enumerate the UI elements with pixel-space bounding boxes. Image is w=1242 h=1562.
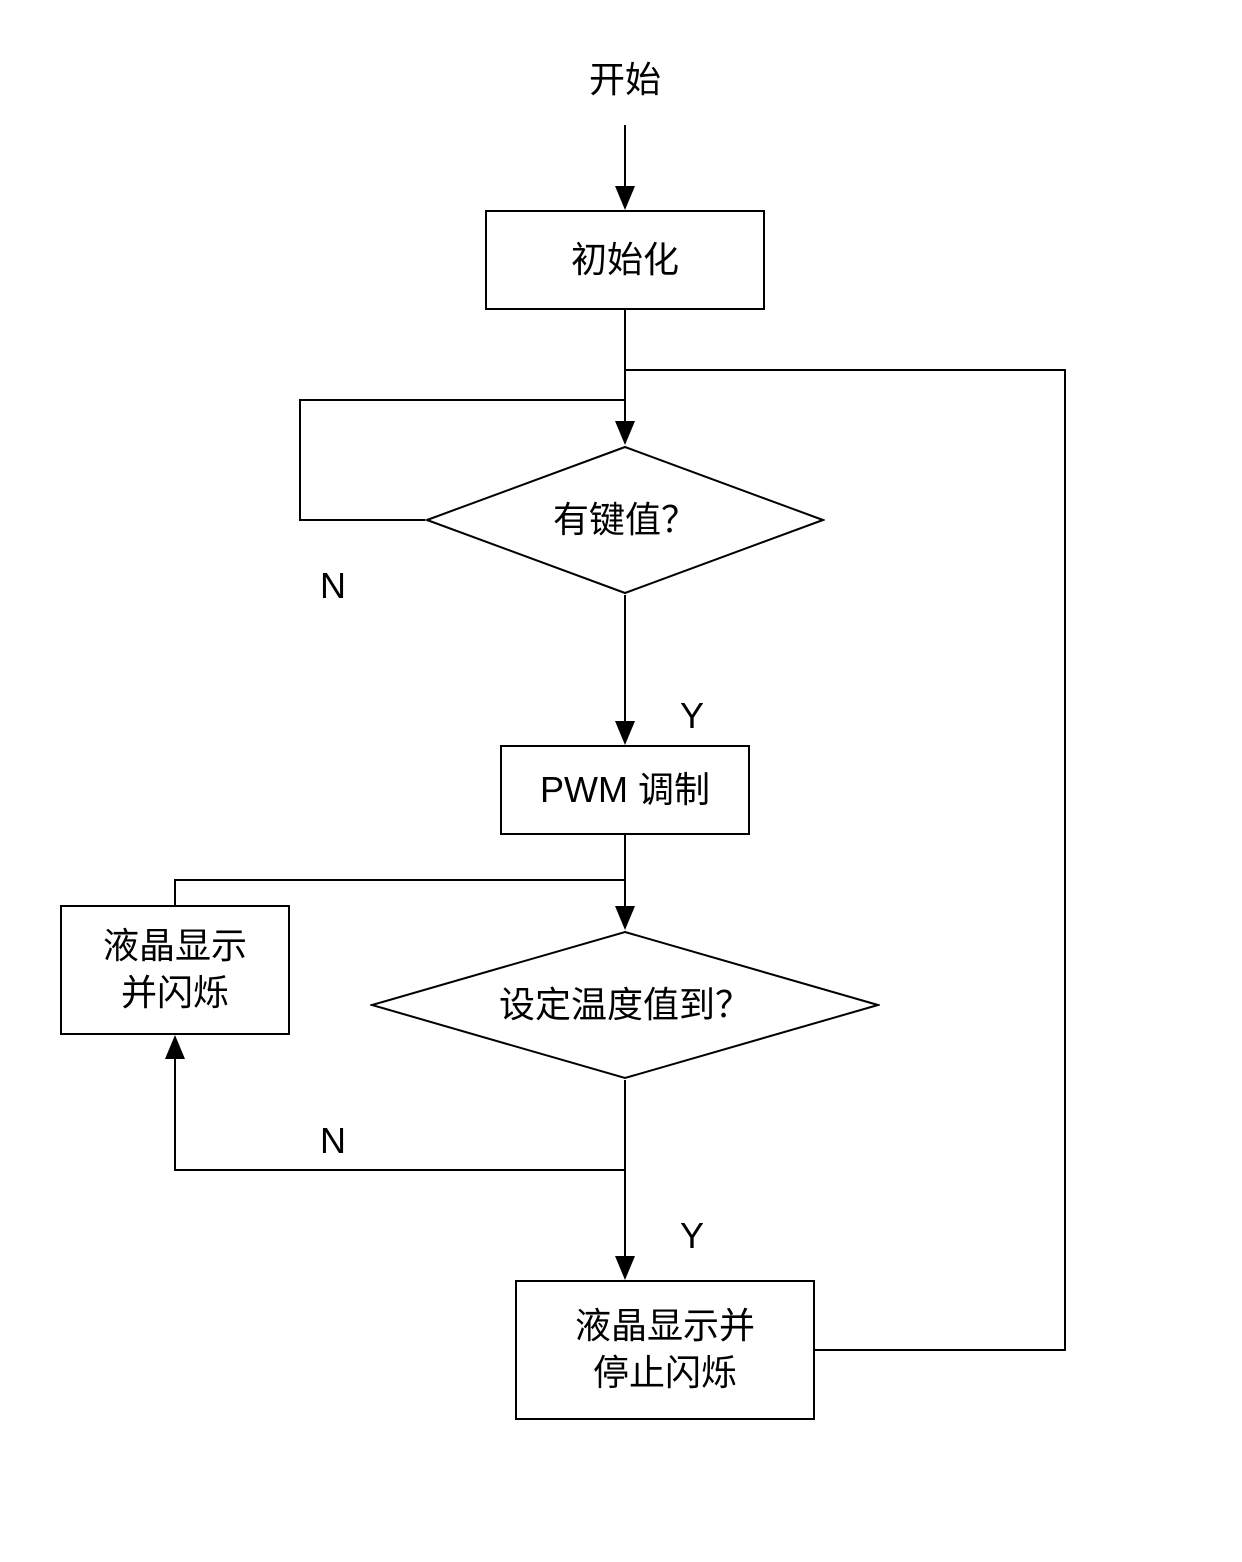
tempreached-node: 设定温度值到？ bbox=[370, 930, 880, 1080]
init-label: 初始化 bbox=[571, 237, 679, 284]
edge-label-haskey-y: Y bbox=[680, 695, 704, 737]
lcdflash-node: 液晶显示 并闪烁 bbox=[60, 905, 290, 1035]
flowchart-container: 开始 初始化 有键值？ PWM 调制 设定温度值到？ 液晶显示 并闪烁 液晶显示… bbox=[0, 0, 1242, 1562]
init-node: 初始化 bbox=[485, 210, 765, 310]
start-node: 开始 bbox=[535, 35, 715, 125]
edge-label-haskey-n: N bbox=[320, 565, 346, 607]
start-label: 开始 bbox=[589, 57, 661, 104]
lcdflash-label: 液晶显示 并闪烁 bbox=[103, 923, 247, 1017]
edge-label-temp-n: N bbox=[320, 1120, 346, 1162]
lcdstop-label: 液晶显示并 停止闪烁 bbox=[575, 1303, 755, 1397]
haskey-label: 有键值？ bbox=[553, 497, 697, 544]
edge-label-temp-y: Y bbox=[680, 1215, 704, 1257]
haskey-node: 有键值？ bbox=[425, 445, 825, 595]
tempreached-label: 设定温度值到？ bbox=[499, 982, 751, 1029]
lcdstop-node: 液晶显示并 停止闪烁 bbox=[515, 1280, 815, 1420]
pwm-node: PWM 调制 bbox=[500, 745, 750, 835]
pwm-label: PWM 调制 bbox=[540, 767, 710, 814]
